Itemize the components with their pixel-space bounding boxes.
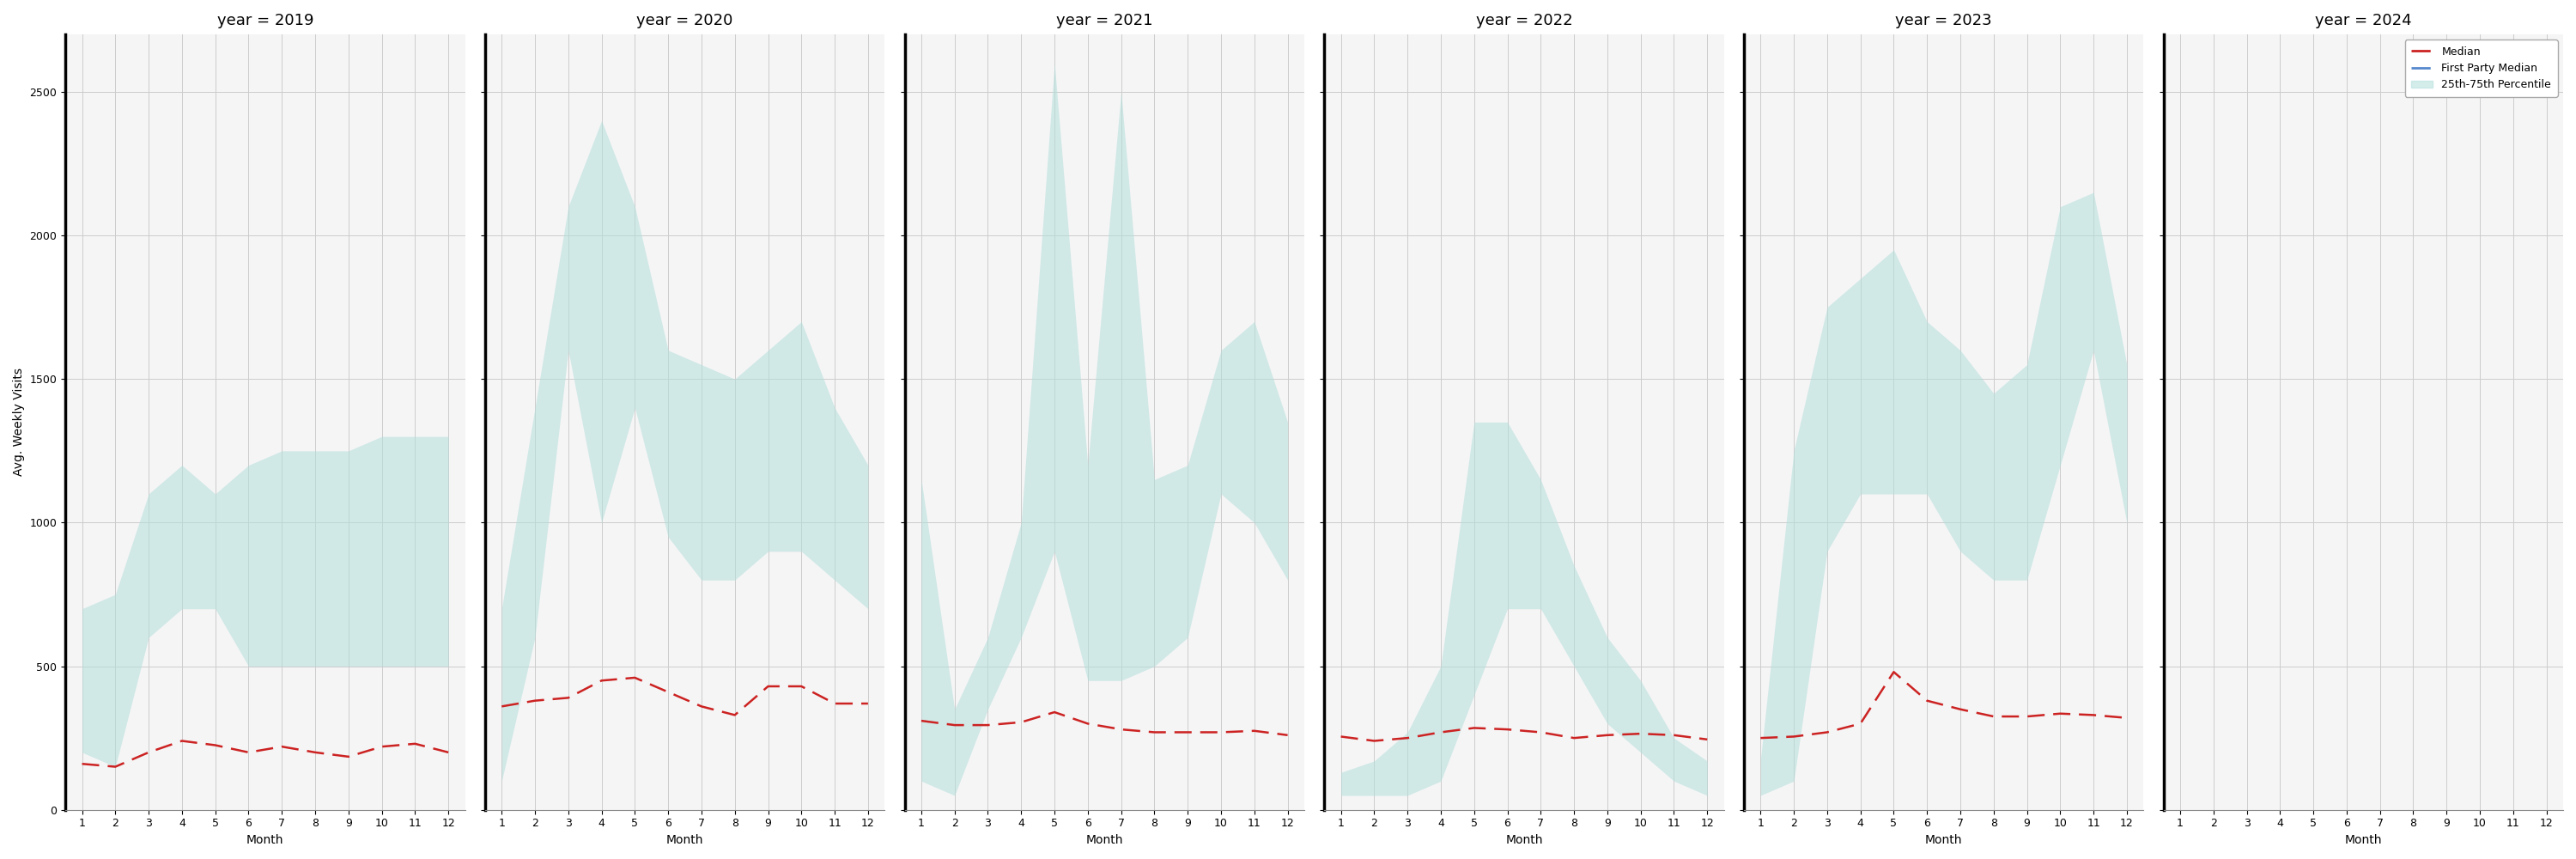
Title: year = 2021: year = 2021 [1056,13,1151,28]
Title: year = 2020: year = 2020 [636,13,734,28]
X-axis label: Month: Month [247,834,283,846]
X-axis label: Month: Month [1924,834,1963,846]
Legend: Median, First Party Median, 25th-75th Percentile: Median, First Party Median, 25th-75th Pe… [2406,40,2558,97]
X-axis label: Month: Month [667,834,703,846]
X-axis label: Month: Month [1084,834,1123,846]
Title: year = 2023: year = 2023 [1896,13,1991,28]
X-axis label: Month: Month [1504,834,1543,846]
Y-axis label: Avg. Weekly Visits: Avg. Weekly Visits [13,368,26,476]
Title: year = 2019: year = 2019 [216,13,314,28]
X-axis label: Month: Month [2344,834,2383,846]
Title: year = 2022: year = 2022 [1476,13,1571,28]
Title: year = 2024: year = 2024 [2316,13,2411,28]
